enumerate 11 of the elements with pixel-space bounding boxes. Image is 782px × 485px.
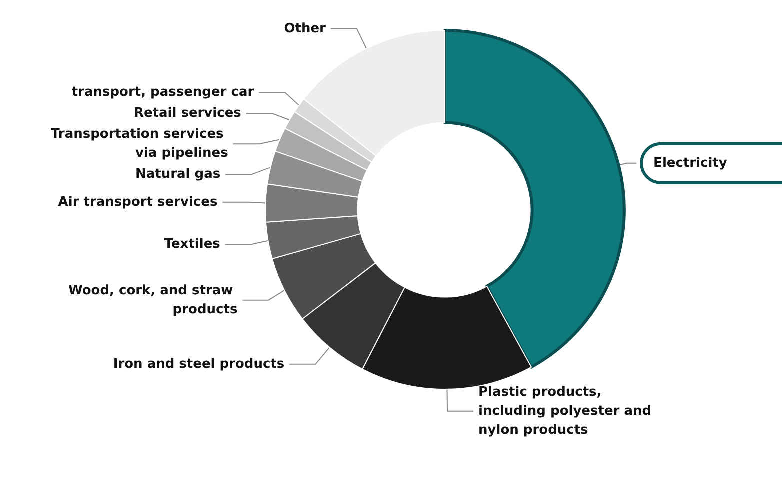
slice-label: Natural gas (135, 167, 221, 182)
slice-label: Other (284, 21, 327, 36)
slice-label: Iron and steel products (113, 356, 285, 372)
slice-label: Wood, cork, and straw products (68, 283, 238, 318)
slice-label: Air transport services (58, 194, 218, 210)
slice-label: Textiles (164, 237, 221, 252)
slice-label: Retail services (134, 106, 242, 122)
slice-label: Transportation services via pipelines (50, 127, 229, 162)
slice-label: Electricity (654, 156, 728, 171)
slice-label: transport, passenger car (72, 85, 255, 100)
slice-label: Plastic products, including polyester and nylon products (478, 384, 656, 438)
